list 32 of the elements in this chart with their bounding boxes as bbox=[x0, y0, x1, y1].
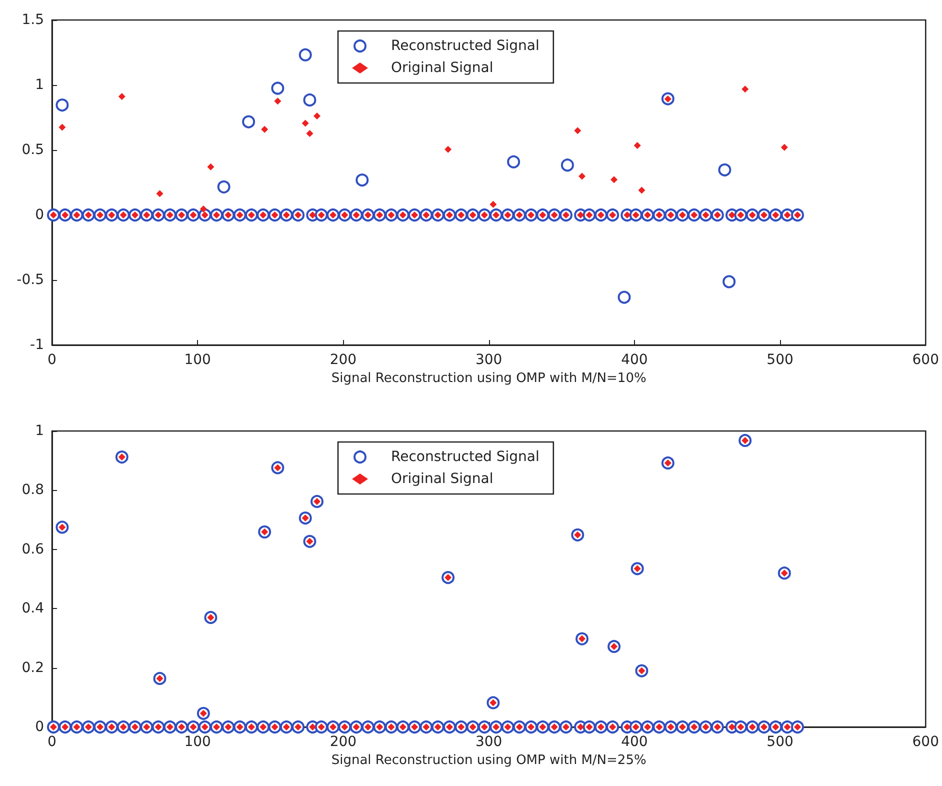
x-tick-label: 300 bbox=[475, 734, 502, 750]
y-tick-label: 0 bbox=[35, 207, 44, 223]
x-tick-label: 500 bbox=[766, 352, 794, 368]
x-tick-label: 400 bbox=[621, 352, 648, 368]
x-axis-title: Signal Reconstruction using OMP with M/N=10% bbox=[331, 371, 646, 386]
x-tick-label: 600 bbox=[912, 734, 940, 750]
x-tick-label: 300 bbox=[475, 352, 502, 368]
legend-label: Original Signal bbox=[391, 60, 494, 76]
y-tick-label: 0.5 bbox=[22, 142, 44, 158]
y-tick-label: 0.6 bbox=[22, 541, 44, 558]
y-tick-label: 0.2 bbox=[22, 660, 44, 676]
x-tick-label: 200 bbox=[330, 352, 357, 368]
x-tick-label: 200 bbox=[330, 734, 357, 750]
y-tick-label: 1 bbox=[35, 423, 44, 439]
y-tick-label: 1.5 bbox=[22, 12, 44, 28]
x-tick-label: 500 bbox=[766, 734, 794, 750]
x-tick-label: 0 bbox=[48, 352, 56, 368]
x-tick-label: 600 bbox=[912, 352, 940, 368]
x-axis-title: Signal Reconstruction using OMP with M/N=25% bbox=[331, 753, 646, 768]
y-tick-label: -1 bbox=[30, 337, 44, 353]
y-tick-label: 0.4 bbox=[22, 600, 44, 617]
x-tick-label: 100 bbox=[184, 352, 211, 368]
y-tick-label: -0.5 bbox=[16, 272, 44, 288]
y-tick-label: 1 bbox=[35, 77, 44, 93]
y-tick-label: 0.8 bbox=[22, 482, 44, 498]
y-tick-label: 0 bbox=[35, 719, 44, 735]
legend-label: Reconstructed Signal bbox=[391, 38, 540, 54]
x-tick-label: 0 bbox=[48, 734, 56, 750]
legend-label: Original Signal bbox=[391, 471, 494, 487]
legend-label: Reconstructed Signal bbox=[391, 449, 540, 465]
x-tick-label: 400 bbox=[621, 734, 648, 750]
x-tick-label: 100 bbox=[184, 734, 211, 750]
